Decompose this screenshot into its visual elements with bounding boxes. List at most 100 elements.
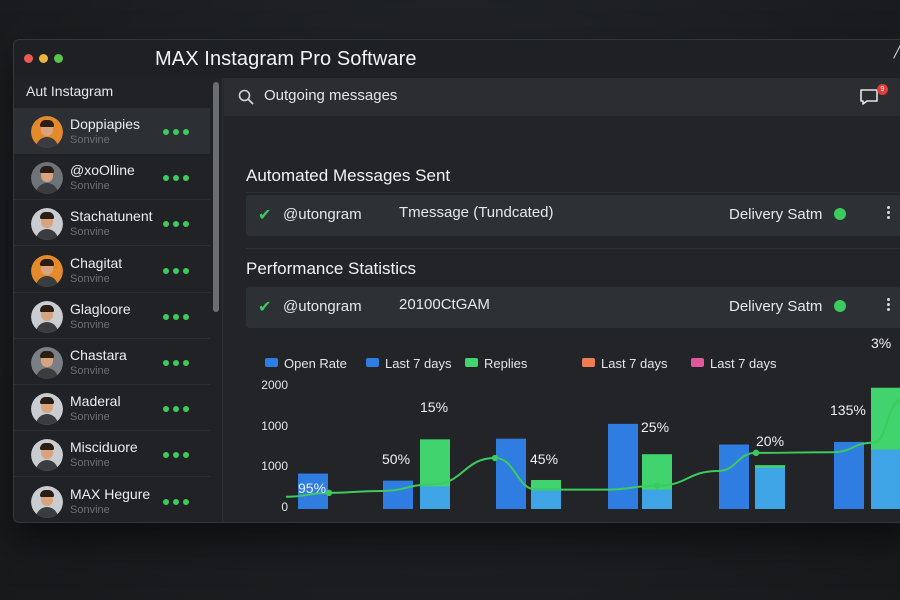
bar-segment	[871, 449, 900, 509]
bar	[608, 423, 638, 509]
x-category-label: Replies	[399, 522, 446, 523]
trend-point	[896, 398, 900, 405]
contact-item[interactable]: Chastara Sonvine	[14, 339, 210, 385]
close-window-button[interactable]	[24, 54, 33, 63]
trend-point	[752, 449, 760, 457]
contact-item[interactable]: Glagloore Sonvine	[14, 293, 210, 339]
avatar	[31, 162, 63, 195]
data-label: 3%	[871, 335, 891, 351]
message-row[interactable]: ✔ @utongram Tmessage (Tundcated) Deliver…	[246, 195, 900, 236]
avatar	[31, 439, 63, 472]
x-category-label: Replies	[503, 522, 550, 523]
trend-point	[491, 454, 499, 462]
bar-segment	[755, 467, 785, 509]
statistics-row[interactable]: ✔ @utongram 20100CtGAM Delivery Satm	[246, 287, 900, 328]
data-label: 45%	[530, 451, 558, 467]
contact-status: Sonvine	[70, 503, 110, 516]
avatar	[31, 300, 63, 333]
contact-name: MAX Hegure	[70, 485, 151, 502]
contact-item[interactable]: Misciduore Sonvine	[14, 431, 210, 478]
maximize-window-button[interactable]	[54, 54, 63, 63]
x-category-label: Clicks	[617, 522, 654, 523]
performance-statistics-title: Performance Statistics	[246, 259, 417, 278]
bar	[834, 441, 864, 509]
legend-label: Last 7 days	[385, 356, 452, 371]
contact-name: @xoOlline	[70, 162, 135, 179]
avatar	[31, 208, 63, 241]
contact-name: Misciduore	[70, 439, 138, 456]
sidebar-header: Aut Instagram	[26, 83, 114, 99]
online-indicator	[163, 360, 193, 366]
performance-chart: Open Rate Last 7 days Replies Last 7 days La…	[261, 335, 900, 523]
trend-point	[325, 489, 333, 497]
row-message: Tmessage (Tundcated)	[399, 204, 554, 221]
contact-status: Sonvine	[70, 457, 110, 470]
contact-status: Sonvine	[70, 134, 110, 146]
row-status: Delivery Satm	[729, 206, 823, 223]
contact-item[interactable]: Doppiapies Sonvine	[14, 108, 210, 154]
legend-label: Last 7 days	[601, 356, 668, 371]
bar-segment	[642, 489, 672, 509]
online-indicator	[163, 175, 193, 182]
minimize-window-button[interactable]	[39, 54, 48, 63]
data-label: 20%	[756, 433, 784, 449]
avatar	[31, 485, 63, 518]
section-divider	[246, 248, 900, 249]
x-category-label: Clicks	[731, 522, 768, 523]
app-window: MAX Instagram Pro Software ╱ Aut Instagr…	[13, 39, 900, 523]
data-label: 135%	[830, 402, 866, 418]
avatar	[31, 393, 63, 426]
sidebar-scrollbar[interactable]	[213, 82, 219, 312]
contact-status: Sonvine	[70, 318, 110, 331]
row-handle: @utongram	[283, 298, 362, 315]
status-dot	[834, 300, 846, 312]
row-handle: @utongram	[283, 206, 362, 223]
online-indicator	[163, 498, 193, 505]
online-indicator	[163, 313, 193, 320]
legend-swatch	[691, 358, 704, 367]
avatar	[31, 254, 63, 287]
contact-item[interactable]: @xoOlline Sonvine	[14, 154, 210, 201]
check-icon: ✔	[258, 207, 272, 224]
contact-status: Sonvine	[70, 272, 110, 285]
bar-segment	[420, 486, 450, 509]
title-bar: MAX Instagram Pro Software ╱	[14, 40, 900, 78]
search-icon	[238, 89, 254, 105]
online-indicator	[163, 129, 193, 135]
contact-name: Chagitat	[70, 254, 123, 271]
legend-label: Replies	[484, 356, 528, 371]
contact-item[interactable]: MAX Hegure Sonvine	[14, 478, 210, 522]
trend-line	[285, 400, 900, 498]
bar	[383, 480, 413, 509]
status-dot	[834, 208, 846, 220]
avatar	[31, 116, 63, 148]
notification-badge: 9	[877, 84, 888, 95]
bar	[719, 444, 749, 509]
legend-swatch	[265, 358, 278, 367]
sidebar: Aut Instagram Doppiapies Sonvine @xoOlline…	[14, 78, 223, 522]
data-label: 15%	[420, 399, 448, 415]
trend-point	[653, 482, 661, 489]
y-tick-label: 1000	[261, 419, 288, 433]
contact-name: Maderal	[70, 393, 121, 410]
app-title: MAX Instagram Pro Software	[155, 48, 417, 70]
legend-label: Last 7 days	[710, 356, 777, 371]
data-label: 25%	[641, 419, 669, 435]
search-bar[interactable]: Outgoing messages 9	[224, 78, 900, 116]
row-message: 20100CtGAM	[399, 296, 490, 313]
more-options-icon[interactable]	[883, 296, 893, 313]
online-indicator	[163, 452, 193, 459]
avatar	[31, 347, 63, 379]
bar	[298, 473, 328, 509]
row-status: Delivery Satm	[729, 298, 823, 315]
legend-swatch	[465, 358, 478, 367]
contact-item[interactable]: Stachatunent Sonvine	[14, 200, 210, 247]
close-icon[interactable]: ╱	[894, 42, 900, 59]
contact-item[interactable]: Chagitat Sonvine	[14, 247, 210, 293]
contact-name: Stachatunent	[70, 208, 153, 225]
search-input[interactable]: Outgoing messages	[264, 87, 398, 104]
contact-status: Sonvine	[70, 411, 110, 424]
more-options-icon[interactable]	[883, 204, 893, 221]
y-tick-label: 1000	[261, 459, 288, 473]
contact-item[interactable]: Maderal Sonvine	[14, 385, 210, 432]
